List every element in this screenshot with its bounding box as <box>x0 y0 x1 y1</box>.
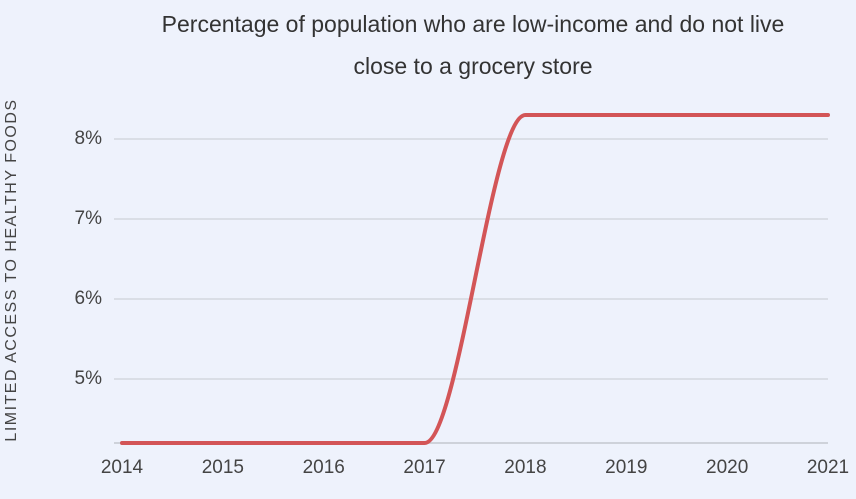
x-tick-label: 2021 <box>807 457 849 478</box>
x-tick-label: 2020 <box>706 457 748 478</box>
y-tick-label: 5% <box>75 368 103 389</box>
x-tick-label: 2019 <box>605 457 647 478</box>
y-tick-label: 6% <box>75 288 103 309</box>
chart-title: Percentage of population who are low-inc… <box>162 11 785 37</box>
x-tick-label: 2018 <box>504 457 546 478</box>
x-tick-label: 2015 <box>202 457 244 478</box>
x-tick-label: 2014 <box>101 457 144 478</box>
y-tick-label: 7% <box>75 208 103 229</box>
x-tick-label: 2017 <box>403 457 445 478</box>
line <box>120 112 830 445</box>
y-axis-label: LIMITED ACCESS TO HEALTHY FOODS <box>3 98 20 441</box>
x-tick-label: 2016 <box>303 457 345 478</box>
chart-title: close to a grocery store <box>353 53 592 79</box>
y-tick-label: 8% <box>75 128 103 149</box>
